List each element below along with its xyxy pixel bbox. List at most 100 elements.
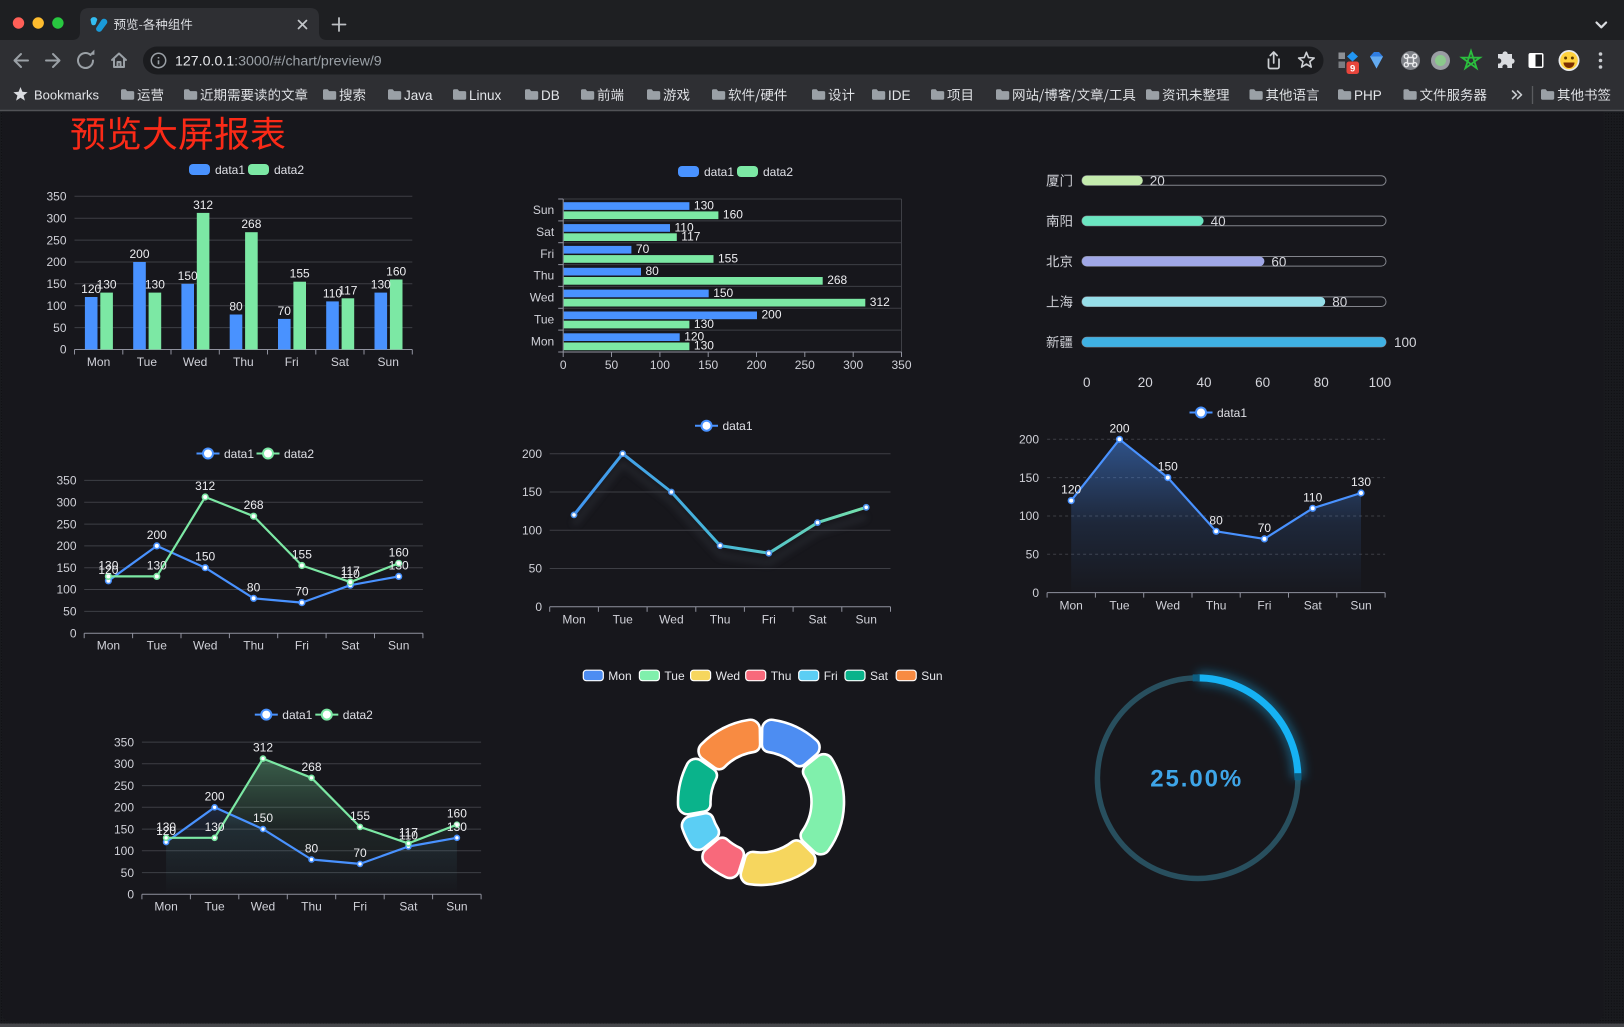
svg-text:Thu: Thu [233, 355, 254, 369]
svg-text:117: 117 [341, 564, 360, 578]
svg-text:Tue: Tue [147, 639, 168, 653]
svg-text:200: 200 [46, 255, 66, 269]
svg-text:160: 160 [447, 807, 467, 821]
svg-text:120: 120 [98, 563, 118, 577]
svg-text:200: 200 [205, 789, 225, 803]
svg-text:Wed: Wed [193, 639, 217, 653]
svg-text:312: 312 [193, 198, 213, 212]
svg-text:data1: data1 [1217, 406, 1247, 420]
svg-text:50: 50 [605, 358, 619, 372]
svg-text:Mon: Mon [562, 613, 585, 627]
svg-text:Wed: Wed [251, 900, 275, 914]
svg-text:150: 150 [1158, 460, 1178, 474]
svg-text:120: 120 [684, 330, 704, 344]
svg-text:70: 70 [295, 585, 309, 599]
svg-text:300: 300 [114, 757, 134, 771]
svg-text:110: 110 [1303, 490, 1322, 504]
svg-text:70: 70 [353, 846, 367, 860]
svg-text:300: 300 [46, 211, 66, 225]
svg-text:50: 50 [529, 562, 543, 576]
svg-text:data1: data1 [723, 419, 753, 433]
svg-text:data2: data2 [763, 165, 793, 179]
svg-text:160: 160 [723, 208, 743, 222]
svg-text:350: 350 [56, 474, 76, 488]
svg-text:250: 250 [46, 233, 66, 247]
svg-text:Sun: Sun [378, 355, 399, 369]
svg-text:data1: data1 [282, 708, 312, 722]
svg-text:150: 150 [698, 358, 718, 372]
svg-text:350: 350 [114, 735, 134, 749]
svg-text:150: 150 [178, 269, 198, 283]
svg-text:150: 150 [195, 550, 215, 564]
svg-text:Sun: Sun [856, 613, 877, 627]
svg-text:DB: DB [541, 88, 560, 103]
svg-text:350: 350 [891, 358, 911, 372]
svg-text:Tue: Tue [137, 355, 158, 369]
svg-text:Linux: Linux [469, 88, 502, 103]
svg-text:70: 70 [1258, 521, 1272, 535]
svg-text:Thu: Thu [771, 669, 792, 683]
svg-text:130: 130 [97, 278, 117, 292]
svg-text:100: 100 [650, 358, 670, 372]
svg-text:Sat: Sat [399, 900, 418, 914]
svg-text:100: 100 [522, 524, 542, 538]
svg-text:50: 50 [121, 866, 135, 880]
svg-text:150: 150 [56, 561, 76, 575]
svg-text:Wed: Wed [716, 669, 740, 683]
svg-text:200: 200 [114, 801, 134, 815]
svg-text:100: 100 [1394, 335, 1417, 350]
svg-text:60: 60 [1271, 254, 1286, 269]
svg-text:150: 150 [46, 277, 66, 291]
svg-text:Mon: Mon [97, 639, 120, 653]
svg-text:data2: data2 [274, 163, 304, 177]
svg-text:0: 0 [1032, 586, 1039, 600]
svg-text:data1: data1 [224, 447, 254, 461]
svg-text:130: 130 [98, 558, 118, 572]
svg-text:160: 160 [389, 545, 409, 559]
svg-text:100: 100 [1369, 375, 1392, 390]
svg-text:100: 100 [1019, 509, 1039, 523]
svg-text:300: 300 [843, 358, 863, 372]
svg-text:0: 0 [70, 626, 77, 640]
svg-text:150: 150 [522, 485, 542, 499]
svg-text:Thu: Thu [301, 900, 322, 914]
svg-text:Fri: Fri [824, 669, 838, 683]
svg-text:Sat: Sat [808, 613, 827, 627]
svg-text:70: 70 [278, 304, 292, 318]
svg-text:Thu: Thu [534, 269, 555, 283]
svg-text:Sat: Sat [870, 669, 889, 683]
svg-text:155: 155 [292, 548, 312, 562]
svg-text:250: 250 [795, 358, 815, 372]
svg-text:Thu: Thu [1206, 599, 1227, 613]
svg-text:Tue: Tue [613, 613, 634, 627]
svg-text:Wed: Wed [183, 355, 207, 369]
svg-text:Sat: Sat [1304, 599, 1323, 613]
svg-text:200: 200 [56, 539, 76, 553]
svg-text:130: 130 [694, 317, 714, 331]
svg-text:Sat: Sat [341, 639, 360, 653]
svg-text:data2: data2 [343, 708, 373, 722]
svg-text:0: 0 [535, 600, 542, 614]
svg-text:40: 40 [1196, 375, 1211, 390]
svg-text:110: 110 [341, 567, 360, 581]
svg-text:20: 20 [1150, 174, 1165, 189]
svg-text:300: 300 [56, 495, 76, 509]
svg-text:Sat: Sat [536, 225, 555, 239]
svg-text:200: 200 [147, 528, 167, 542]
svg-text:250: 250 [114, 779, 134, 793]
svg-text:120: 120 [1061, 483, 1081, 497]
svg-text:50: 50 [63, 605, 77, 619]
svg-text:Tue: Tue [204, 900, 225, 914]
svg-text:200: 200 [522, 447, 542, 461]
svg-text:312: 312 [870, 295, 890, 309]
svg-text:160: 160 [386, 265, 406, 279]
svg-text:0: 0 [127, 888, 134, 902]
svg-text:Mon: Mon [608, 669, 631, 683]
svg-text:130: 130 [694, 339, 714, 353]
svg-text:120: 120 [156, 824, 176, 838]
svg-text:20: 20 [1138, 375, 1153, 390]
svg-text:Bookmarks: Bookmarks [34, 88, 100, 103]
svg-text:Mon: Mon [1060, 599, 1083, 613]
svg-text:25.00%: 25.00% [1150, 766, 1243, 793]
svg-text:120: 120 [81, 282, 101, 296]
